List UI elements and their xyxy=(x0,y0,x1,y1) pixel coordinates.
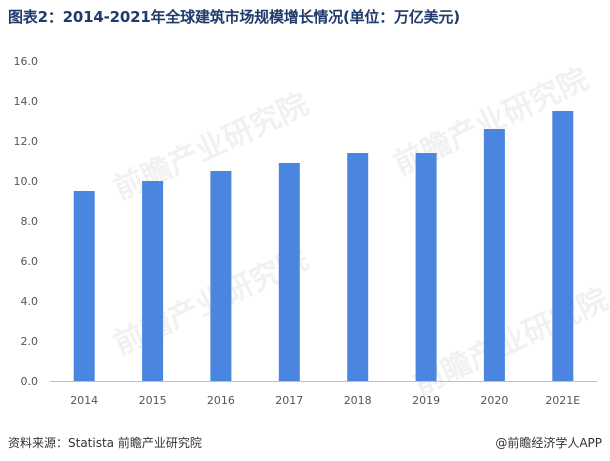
chart-title: 图表2：2014-2021年全球建筑市场规模增长情况(单位：万亿美元) xyxy=(8,8,460,26)
x-tick-label: 2016 xyxy=(207,394,235,407)
x-tick-label: 2021E xyxy=(545,394,580,407)
y-tick-label: 14.0 xyxy=(14,95,39,108)
y-tick-label: 0.0 xyxy=(21,375,39,388)
y-tick-label: 6.0 xyxy=(21,255,39,268)
x-tick-label: 2014 xyxy=(70,394,98,407)
x-tick-label: 2017 xyxy=(275,394,303,407)
x-tick-label: 2015 xyxy=(139,394,167,407)
y-axis: 0.0 2.0 4.0 6.0 8.0 10.0 12.0 14.0 16.0 xyxy=(14,55,39,388)
x-tick-label: 2020 xyxy=(480,394,508,407)
bar-2018 xyxy=(347,153,369,381)
x-tick-label: 2018 xyxy=(344,394,372,407)
bar-2015 xyxy=(142,181,164,381)
y-tick-label: 12.0 xyxy=(14,135,39,148)
source-note: 资料来源：Statista 前瞻产业研究院 xyxy=(8,436,202,450)
y-tick-label: 10.0 xyxy=(14,175,39,188)
bar-2014 xyxy=(73,191,95,381)
watermark-text: 前瞻产业研究院 xyxy=(409,282,610,402)
bar-2016 xyxy=(210,171,232,381)
bar-2020 xyxy=(483,129,505,381)
x-tick-label: 2019 xyxy=(412,394,440,407)
bar-series xyxy=(73,111,574,381)
y-tick-label: 8.0 xyxy=(21,215,39,228)
y-tick-label: 16.0 xyxy=(14,55,39,68)
bar-2019 xyxy=(415,153,437,381)
brand-credit: @前瞻经济学人APP xyxy=(495,436,602,450)
y-tick-label: 2.0 xyxy=(21,335,39,348)
bar-2021E xyxy=(552,111,574,381)
bar-2017 xyxy=(278,163,300,381)
y-tick-label: 4.0 xyxy=(21,295,39,308)
x-axis: 2014 2015 2016 2017 2018 2019 2020 2021E xyxy=(70,394,580,407)
